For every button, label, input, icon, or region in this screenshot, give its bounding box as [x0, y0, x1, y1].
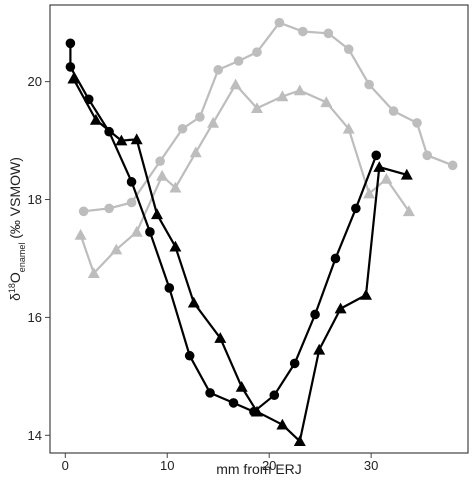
data-point	[169, 240, 182, 252]
data-point	[252, 47, 262, 57]
data-point	[205, 388, 215, 398]
data-point	[276, 418, 289, 430]
data-point	[363, 187, 376, 199]
series-2	[74, 78, 415, 278]
data-point	[115, 134, 128, 146]
data-point	[412, 118, 422, 128]
data-point	[373, 161, 386, 172]
data-point	[130, 225, 143, 237]
y-axis-title-prefix: δ	[7, 293, 23, 301]
data-point	[251, 102, 263, 113]
data-point	[87, 267, 100, 278]
data-point	[447, 160, 458, 171]
series-line	[83, 21, 454, 213]
data-point	[422, 150, 433, 161]
y-axis-title: δ18Oenamel (‰ VSMOW)	[7, 157, 27, 301]
data-point	[145, 227, 155, 237]
y-tick-label: 20	[28, 74, 42, 89]
x-tick-label: 0	[62, 458, 69, 473]
x-tick-label: 10	[160, 458, 174, 473]
data-point	[388, 106, 399, 116]
data-point	[233, 56, 244, 66]
series-line	[69, 43, 378, 413]
data-point	[313, 343, 326, 355]
data-point	[195, 112, 205, 122]
data-point	[334, 302, 347, 314]
data-point	[126, 177, 137, 187]
data-point	[371, 150, 382, 161]
y-axis: 14 16 18 20	[28, 74, 50, 443]
data-point	[274, 17, 285, 28]
plot-frame	[49, 4, 469, 454]
x-tick-label: 20	[262, 458, 276, 473]
data-point	[380, 172, 393, 184]
data-point	[156, 169, 169, 181]
data-point	[207, 116, 220, 128]
y-axis-title-superscript: 18	[7, 283, 17, 293]
data-point	[213, 65, 224, 75]
data-point	[187, 296, 200, 308]
data-point	[214, 332, 227, 343]
data-point	[402, 205, 415, 217]
y-tick-label: 14	[28, 428, 42, 443]
data-point	[104, 203, 114, 214]
data-point	[189, 146, 202, 158]
data-point	[320, 96, 333, 108]
data-point	[360, 289, 372, 300]
x-axis: 0 10 20 30	[62, 453, 378, 473]
y-axis-title-unit: (‰ VSMOW)	[7, 157, 23, 243]
series-4	[67, 72, 413, 446]
data-point	[235, 381, 248, 392]
x-axis-title: mm from ERJ	[216, 461, 302, 477]
data-point	[276, 90, 289, 102]
data-point	[151, 208, 163, 220]
y-axis-title-main: O	[7, 272, 23, 283]
data-point	[293, 84, 306, 96]
data-point	[351, 203, 361, 214]
data-point	[184, 350, 195, 361]
data-point	[289, 358, 300, 369]
data-point	[164, 283, 175, 293]
y-tick-label: 18	[28, 192, 42, 207]
data-point	[229, 78, 242, 90]
series-3	[65, 38, 382, 417]
data-point	[323, 28, 334, 39]
data-point	[110, 243, 123, 255]
data-point	[130, 133, 143, 145]
data-point	[400, 168, 413, 180]
data-point	[169, 181, 182, 193]
data-point	[126, 197, 137, 208]
data-point	[269, 390, 280, 401]
data-point	[89, 113, 102, 125]
data-point	[310, 309, 320, 320]
data-point	[298, 26, 308, 37]
data-point	[293, 435, 306, 446]
data-point	[74, 228, 87, 240]
data-point	[251, 405, 263, 417]
data-point	[330, 253, 341, 264]
series-1	[78, 17, 458, 217]
y-tick-label: 16	[28, 310, 42, 325]
y-axis-title-subscript: enamel	[17, 243, 27, 273]
data-point	[78, 206, 89, 217]
x-tick-label: 30	[364, 458, 378, 473]
data-point	[65, 62, 76, 72]
data-point	[65, 38, 76, 49]
data-point	[177, 123, 188, 134]
series-layer	[65, 17, 458, 446]
data-point	[155, 156, 165, 167]
data-point	[343, 44, 354, 55]
data-point	[364, 79, 374, 90]
data-point	[228, 398, 239, 408]
data-point	[342, 122, 355, 134]
data-point	[67, 72, 80, 84]
